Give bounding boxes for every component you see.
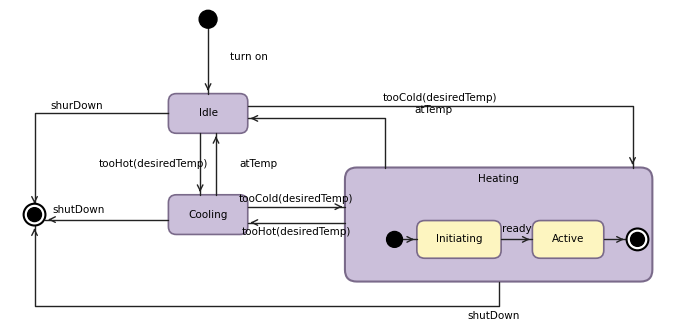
- Circle shape: [626, 228, 649, 250]
- Text: Heating: Heating: [478, 174, 519, 184]
- Text: shutDown: shutDown: [53, 205, 105, 215]
- Text: ready: ready: [502, 224, 532, 235]
- Text: shutDown: shutDown: [468, 311, 520, 321]
- Text: Idle: Idle: [198, 109, 217, 119]
- Circle shape: [199, 10, 217, 28]
- Text: tooHot(desiredTemp): tooHot(desiredTemp): [99, 159, 208, 169]
- Text: tooHot(desiredTemp): tooHot(desiredTemp): [242, 227, 351, 238]
- Text: shurDown: shurDown: [51, 100, 103, 111]
- Circle shape: [630, 233, 645, 246]
- Circle shape: [24, 204, 45, 225]
- FancyBboxPatch shape: [345, 168, 652, 282]
- FancyBboxPatch shape: [168, 195, 248, 235]
- Text: tooCold(desiredTemp): tooCold(desiredTemp): [383, 93, 497, 102]
- Text: atTemp: atTemp: [240, 159, 278, 169]
- FancyBboxPatch shape: [417, 220, 501, 258]
- Text: Cooling: Cooling: [188, 210, 227, 220]
- FancyBboxPatch shape: [533, 220, 603, 258]
- Text: atTemp: atTemp: [414, 106, 452, 116]
- FancyBboxPatch shape: [168, 94, 248, 133]
- Text: Active: Active: [552, 235, 585, 244]
- Text: tooCold(desiredTemp): tooCold(desiredTemp): [239, 194, 354, 204]
- Circle shape: [387, 232, 402, 247]
- Circle shape: [28, 208, 41, 221]
- Text: turn on: turn on: [230, 52, 268, 62]
- Text: Initiating: Initiating: [436, 235, 482, 244]
